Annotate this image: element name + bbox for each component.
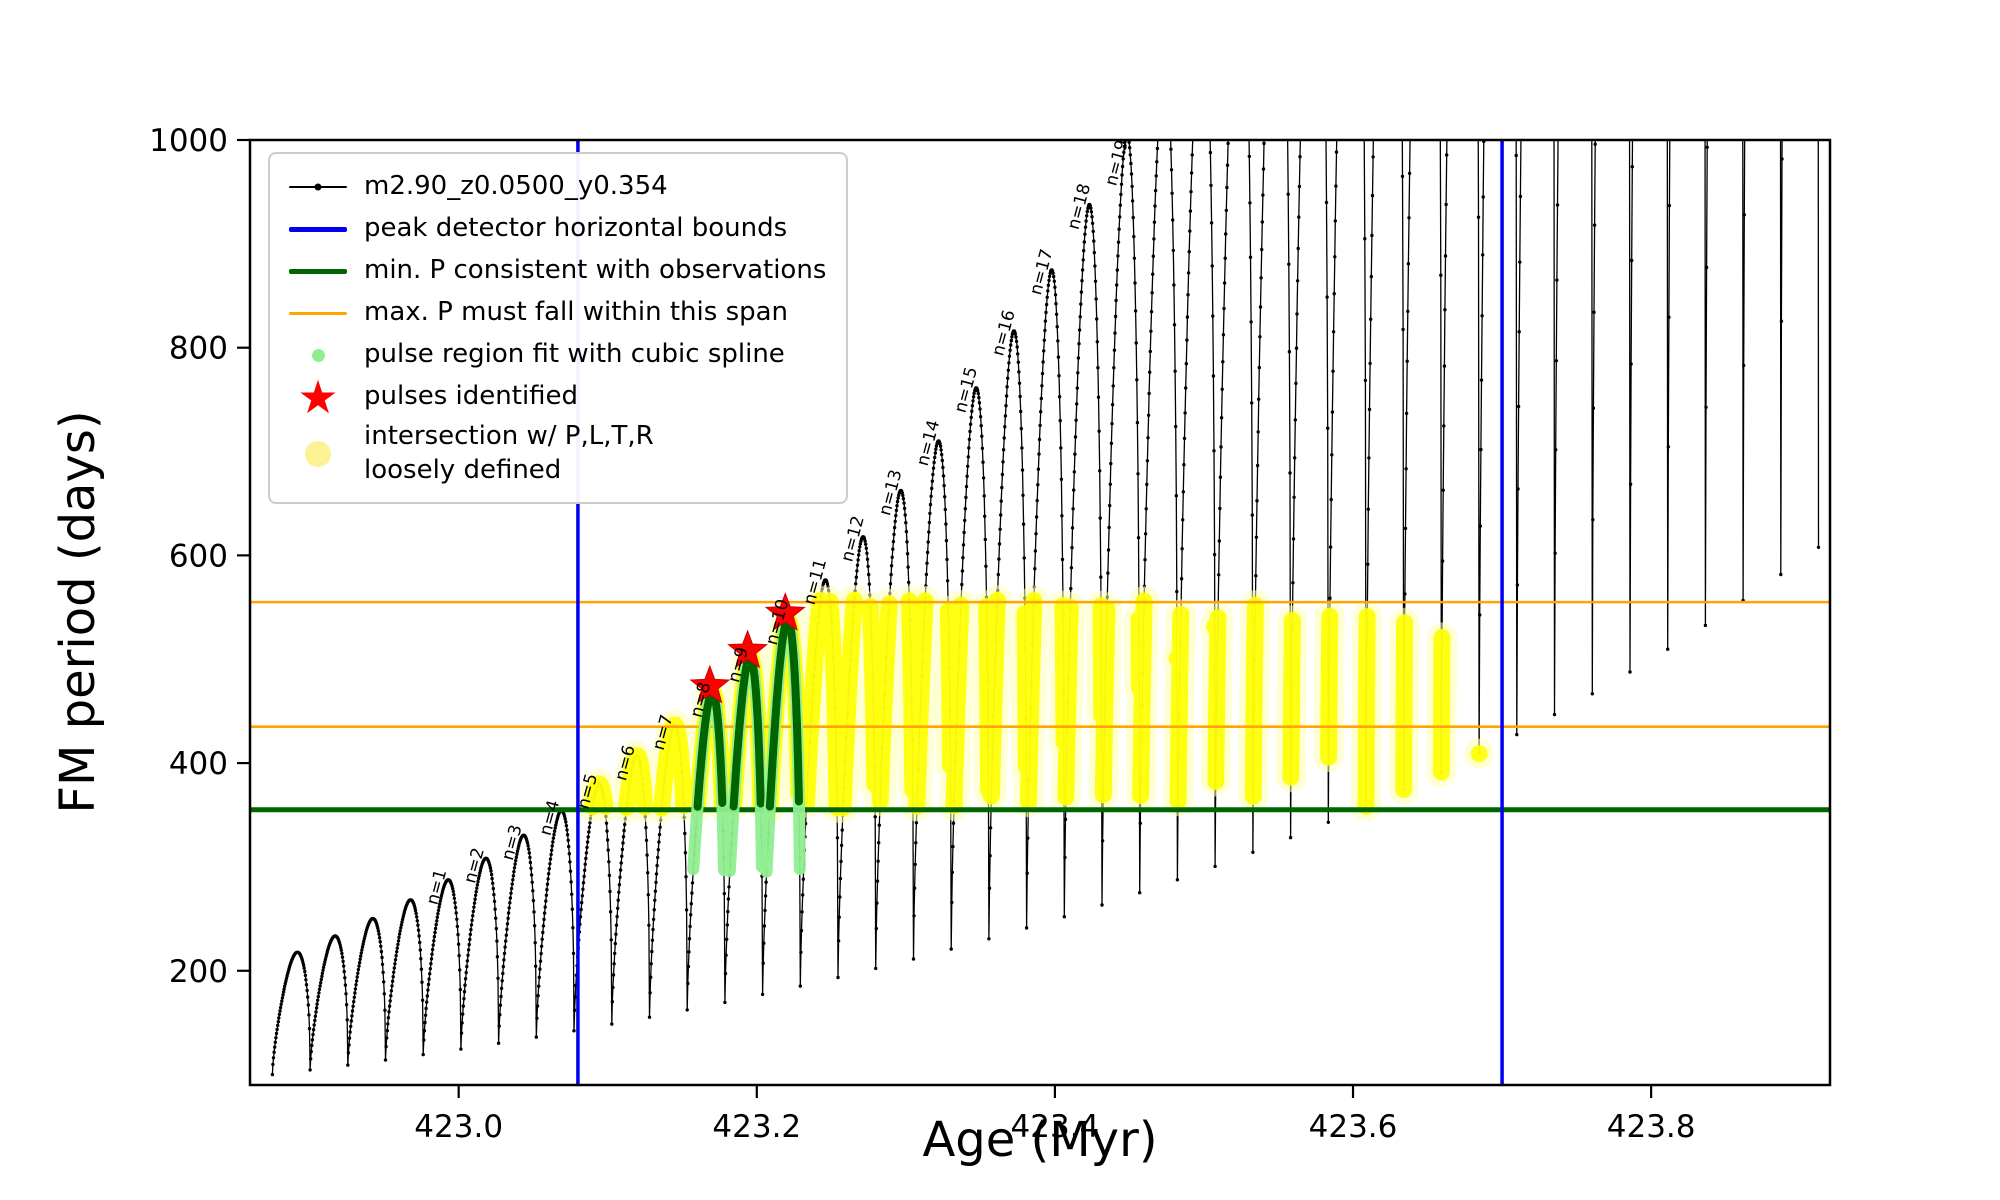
y-tick-label: 200 bbox=[169, 954, 228, 990]
spline-fit-bar bbox=[693, 688, 727, 811]
legend-line-marker-icon bbox=[282, 210, 354, 248]
legend-item-label: pulses identified bbox=[364, 381, 579, 412]
legend-item: intersection w/ P,L,T,R loosely defined bbox=[282, 420, 826, 488]
data-layer bbox=[250, 140, 1830, 1085]
pulse-number-label: n=2 bbox=[460, 846, 489, 886]
legend-item: min. P consistent with observations bbox=[282, 252, 826, 290]
y-tick-label: 800 bbox=[169, 331, 228, 367]
legend-item-label: min. P consistent with observations bbox=[364, 255, 827, 286]
legend-line-dot-marker-icon bbox=[282, 168, 354, 206]
x-tick-label: 423.4 bbox=[1011, 1109, 1100, 1145]
pulse-number-label: n=1 bbox=[423, 867, 452, 907]
legend-item-label: max. P must fall within this span bbox=[364, 297, 789, 328]
spline-fit-bar bbox=[765, 616, 803, 811]
pulse-number-label: n=3 bbox=[498, 823, 527, 863]
y-axis-label: FM period (days) bbox=[50, 410, 106, 814]
x-tick-label: 423.6 bbox=[1309, 1109, 1398, 1145]
legend-star-marker-icon: ★ bbox=[297, 370, 339, 424]
x-tick-label: 423.8 bbox=[1607, 1109, 1696, 1145]
legend-item: peak detector horizontal bounds bbox=[282, 210, 826, 248]
y-tick-label: 1000 bbox=[149, 123, 228, 159]
legend-line-marker-icon bbox=[282, 294, 354, 332]
legend-dot-marker-icon bbox=[282, 336, 354, 374]
legend-line-marker-icon bbox=[282, 252, 354, 290]
x-tick-label: 423.2 bbox=[712, 1109, 801, 1145]
x-tick-label: 423.0 bbox=[414, 1109, 503, 1145]
legend-item: pulse region fit with cubic spline bbox=[282, 336, 826, 374]
legend-item: m2.90_z0.0500_y0.354 bbox=[282, 168, 826, 206]
legend-item-label: m2.90_z0.0500_y0.354 bbox=[364, 171, 668, 202]
pulse-number-label: n=19 bbox=[1101, 138, 1132, 188]
legend-item: max. P must fall within this span bbox=[282, 294, 826, 332]
pulse-number-label: n=4 bbox=[536, 798, 565, 838]
y-tick-label: 400 bbox=[169, 746, 228, 782]
y-tick-label: 600 bbox=[169, 538, 228, 574]
pulse-star bbox=[764, 592, 806, 631]
legend-item-label: peak detector horizontal bounds bbox=[364, 213, 788, 244]
plot-frame bbox=[248, 138, 1832, 1087]
legend-item-label: pulse region fit with cubic spline bbox=[364, 339, 785, 370]
legend-item: ★ pulses identified bbox=[282, 370, 826, 424]
pulse-star bbox=[689, 664, 731, 704]
pulse-star bbox=[727, 629, 768, 669]
legend-item-label: intersection w/ P,L,T,R loosely defined bbox=[364, 421, 654, 485]
x-axis-label: Age (Myr) bbox=[922, 1112, 1158, 1168]
legend-dot-marker-icon bbox=[282, 435, 354, 473]
spline-fit-bar bbox=[729, 653, 765, 811]
